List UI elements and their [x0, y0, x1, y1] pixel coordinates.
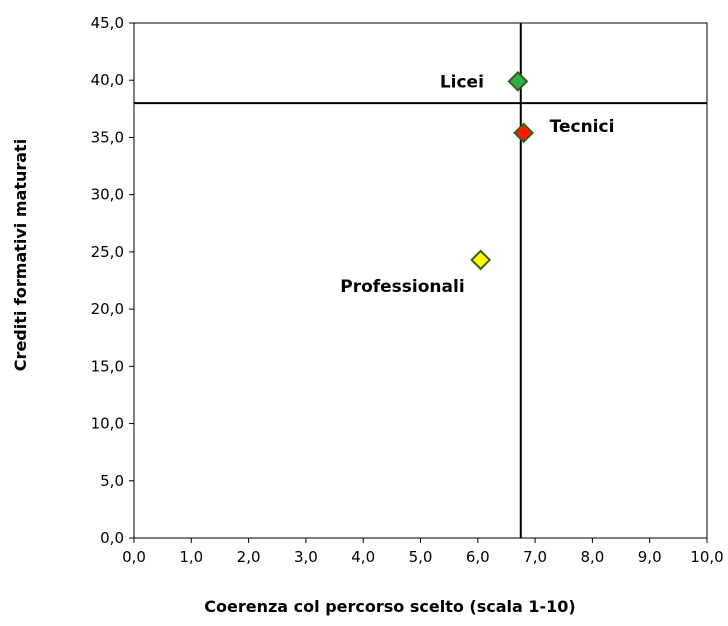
y-tick-label: 35,0	[91, 128, 124, 146]
y-tick-label: 10,0	[91, 415, 124, 433]
x-tick-label: 1,0	[179, 548, 203, 566]
x-tick-label: 4,0	[351, 548, 375, 566]
data-label-licei: Licei	[440, 72, 484, 92]
data-point-professionali	[470, 249, 492, 271]
y-tick-label: 25,0	[91, 243, 124, 261]
plot-area	[133, 22, 708, 539]
x-tick-label: 6,0	[466, 548, 490, 566]
data-label-professionali: Professionali	[340, 277, 464, 297]
y-axis-ticks: 0,0 5,0 10,0 15,0 20,0 25,0 30,0 35,0 40,0 45,0	[91, 14, 134, 547]
x-tick-label: 8,0	[580, 548, 604, 566]
data-label-tecnici: Tecnici	[550, 117, 615, 137]
y-tick-label: 40,0	[91, 71, 124, 89]
data-points: Licei Tecnici Professionali	[340, 70, 615, 297]
x-tick-label: 3,0	[294, 548, 318, 566]
x-tick-label: 9,0	[638, 548, 662, 566]
x-tick-label: 7,0	[523, 548, 547, 566]
y-axis-title: Crediti formativi maturati	[11, 139, 30, 371]
y-tick-label: 45,0	[91, 14, 124, 32]
y-tick-label: 5,0	[100, 472, 124, 490]
y-tick-label: 0,0	[100, 529, 124, 547]
x-axis-ticks: 0,0 1,0 2,0 3,0 4,0 5,0 6,0 7,0 8,0 9,0 10,0	[122, 538, 724, 566]
x-tick-label: 0,0	[122, 548, 146, 566]
x-tick-label: 5,0	[409, 548, 433, 566]
y-tick-label: 20,0	[91, 300, 124, 318]
reference-lines	[134, 23, 707, 538]
data-point-licei	[507, 70, 529, 92]
y-tick-label: 30,0	[91, 186, 124, 204]
x-tick-label: 10,0	[690, 548, 723, 566]
data-point-tecnici	[513, 122, 535, 144]
x-axis-title: Coerenza col percorso scelto (scala 1-10…	[204, 597, 575, 616]
y-tick-label: 15,0	[91, 357, 124, 375]
x-tick-label: 2,0	[237, 548, 261, 566]
